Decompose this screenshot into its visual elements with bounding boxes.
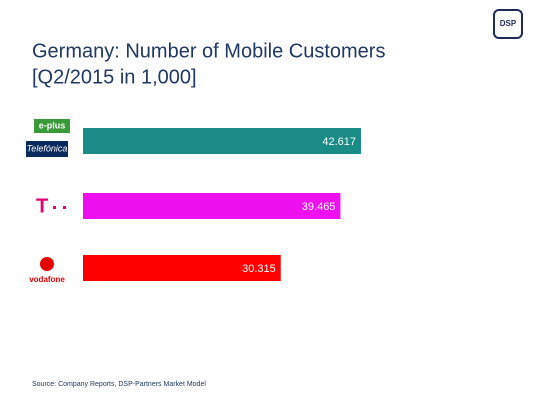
category-logo: e-plus <box>39 120 66 130</box>
logo: DSP <box>500 19 517 28</box>
category-logo: T <box>36 195 48 217</box>
logo-dot <box>53 206 56 209</box>
value-label: 39.465 <box>302 201 336 213</box>
chart-title: Germany: Number of Mobile Customers <box>32 40 385 62</box>
logo-bg <box>34 119 70 133</box>
bar <box>83 255 281 281</box>
bar <box>83 128 361 154</box>
chart-subtitle: [Q2/2015 in 1,000] <box>32 66 197 88</box>
logo-dot <box>40 257 54 271</box>
logo-bg <box>26 141 68 157</box>
bar <box>83 193 341 219</box>
logo-dot <box>63 206 66 209</box>
category-logo: Telefónica <box>27 143 68 153</box>
source: Source: Company Reports, DSP-Partners Ma… <box>32 381 206 388</box>
category-logo: vodafone <box>29 275 65 284</box>
value-label: 42.617 <box>322 136 356 148</box>
value-label: 30.315 <box>242 263 276 275</box>
logo-box <box>493 9 523 39</box>
